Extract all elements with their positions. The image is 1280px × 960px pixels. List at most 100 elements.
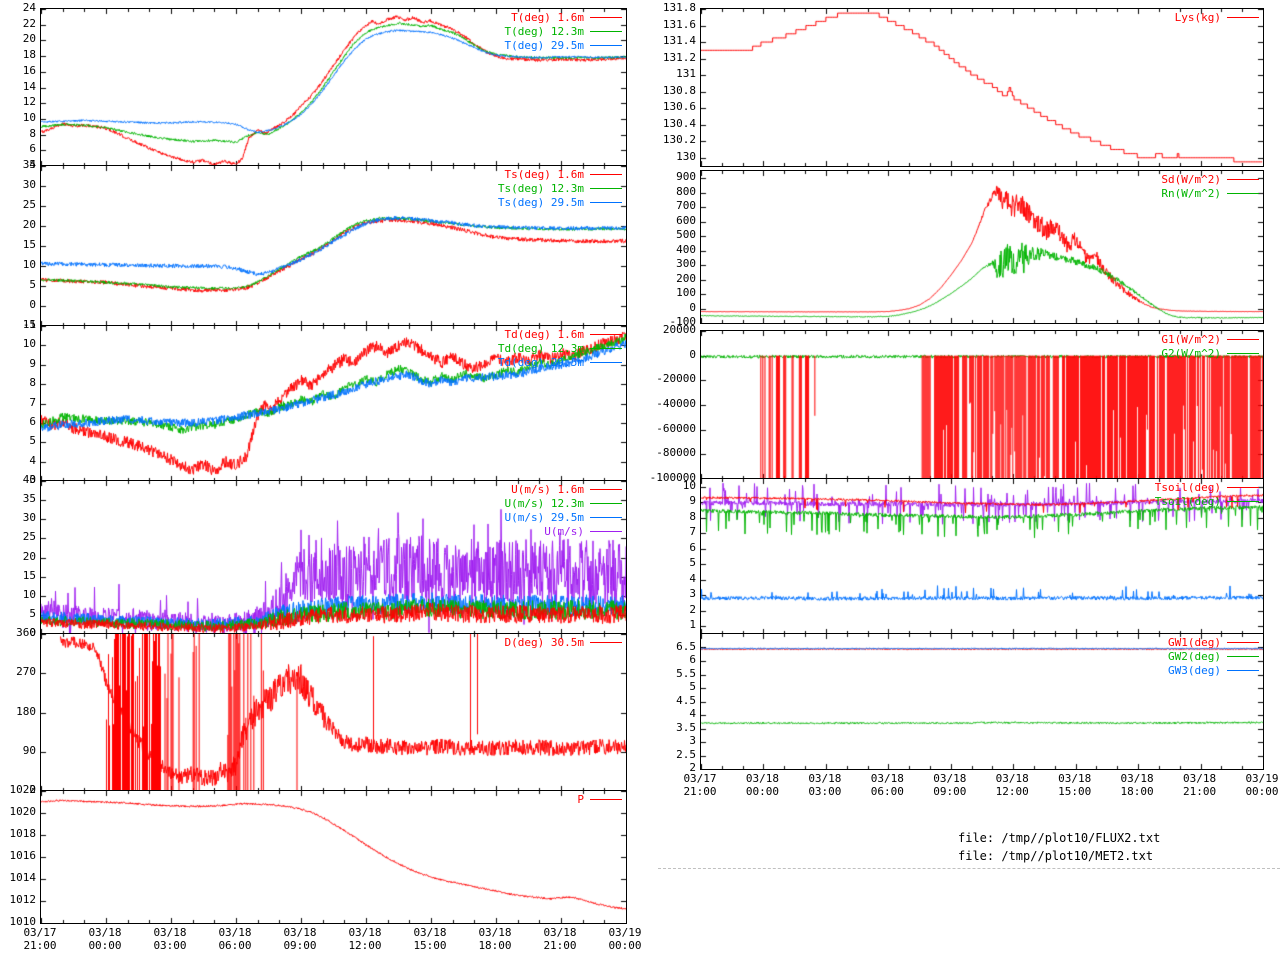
legend-soil-heat-flux: G1(W/m^2) G2(W/m^2) [1161, 332, 1259, 360]
y-tick-label: 5 [29, 606, 36, 620]
legend-line-sample [590, 173, 622, 175]
chart-canvas-radiation [701, 171, 1263, 323]
legend-line-sample [590, 187, 622, 189]
y-tick-label: 30 [22, 178, 36, 191]
legend-item: U(m/s) 29.5m [505, 510, 622, 524]
chart-canvas-wind-speed [41, 481, 626, 634]
y-tick-label: 15 [22, 568, 36, 582]
y-tick-label: 0 [689, 347, 696, 361]
legend-line-sample [590, 44, 622, 46]
legend-item: Rn(W/m^2) [1161, 186, 1259, 200]
y-tick-label: 1022 [9, 783, 37, 796]
y-tick-label: 22 [22, 16, 36, 30]
y-tick-label: 5 [689, 556, 696, 570]
y-tick-label: 700 [676, 199, 696, 213]
legend-item: U(m/s) 12.3m [505, 496, 622, 510]
y-tick-label: 4 [29, 158, 36, 171]
y-tick-label: -20000 [656, 372, 696, 386]
y-tick-label: 900 [676, 170, 696, 184]
y-tick-label: 0 [689, 300, 696, 314]
legend-label: U(m/s) 29.5m [504, 510, 584, 524]
y-tick-label: 6.5 [676, 639, 696, 653]
legend-air-temperature: T(deg) 1.6m T(deg) 12.3m T(deg) 29.5m [505, 10, 622, 52]
y-tick-label: 1018 [9, 827, 37, 840]
file-label-flux: file: /tmp//plot10/FLUX2.txt [958, 831, 1161, 845]
panel-soil-heat-flux: G1(W/m^2) G2(W/m^2) [700, 330, 1264, 480]
y-tick-label: 5.5 [676, 666, 696, 680]
y-tick-label: 0 [29, 783, 36, 796]
legend-label: Sd(W/m^2) [1161, 172, 1221, 186]
x-tick-label: 03/18 18:00 [478, 926, 512, 952]
y-tick-label: 1 [689, 618, 696, 632]
legend-line-sample [1227, 16, 1259, 18]
x-tick-label: 03/18 09:00 [283, 926, 317, 952]
y-tick-label: 500 [676, 228, 696, 242]
x-tick-label: 03/18 03:00 [153, 926, 187, 952]
legend-label: P [577, 792, 584, 806]
y-tick-label: 180 [16, 704, 36, 718]
y-tick-label: 16 [22, 63, 36, 77]
y-tick-label: 30 [22, 511, 36, 525]
legend-item: T(deg) 1.6m [505, 10, 622, 24]
legend-label: G2(W/m^2) [1161, 346, 1221, 360]
legend-item: U(m/s) 1.6m [505, 482, 622, 496]
file-label-met: file: /tmp//plot10/MET2.txt [958, 849, 1154, 863]
y-tick-label: 131 [676, 67, 696, 81]
legend-label: T(deg) 29.5m [504, 38, 584, 52]
y-tick-label: 11 [22, 318, 36, 331]
legend-label: Td(deg) 29.5m [497, 355, 584, 369]
y-tick-label: 130.4 [662, 116, 696, 130]
x-tick-label: 03/18 03:00 [808, 772, 842, 798]
legend-item: Ts(deg) 29.5m [498, 195, 622, 209]
legend-dew-point: Td(deg) 1.6m Td(deg) 12.3m Td(deg) 29.5m [498, 327, 622, 369]
legend-item: D(deg) 30.5m [505, 635, 622, 649]
legend-wind-speed: U(m/s) 1.6m U(m/s) 12.3m U(m/s) 29.5m U(m/s… [505, 482, 622, 538]
y-tick-label: 7 [689, 525, 696, 539]
panel-dew-point: Td(deg) 1.6m Td(deg) 12.3m Td(deg) 29.5m [40, 325, 627, 482]
legend-line-sample [1227, 641, 1259, 643]
panel-wind-speed: U(m/s) 1.6m U(m/s) 12.3m U(m/s) 29.5m U(m/s… [40, 480, 627, 635]
y-tick-label: 18 [22, 48, 36, 62]
y-tick-label: 130 [676, 149, 696, 163]
x-tick-label: 03/18 00:00 [88, 926, 122, 952]
y-tick-label: 6 [29, 142, 36, 156]
y-tick-label: 130.8 [662, 83, 696, 97]
chart-canvas-soil-heat-flux [701, 331, 1263, 479]
y-tick-label: 3.5 [676, 720, 696, 734]
y-tick-label: 8 [689, 509, 696, 523]
y-tick-label: 600 [676, 213, 696, 227]
y-tick-label: 40 [22, 473, 36, 486]
y-tick-label: 2 [689, 761, 696, 774]
y-tick-label: 25 [22, 530, 36, 544]
legend-line-sample [590, 502, 622, 504]
legend-line-sample [590, 798, 622, 800]
y-tick-label: 5 [689, 680, 696, 693]
y-tick-label: 130.6 [662, 100, 696, 114]
chart-canvas-pressure [41, 791, 626, 923]
legend-item: G2(W/m^2) [1161, 346, 1259, 360]
y-tick-label: 4 [29, 453, 36, 467]
legend-line-sample [1227, 500, 1259, 502]
legend-line-sample [1227, 178, 1259, 180]
legend-item: Lys(kg) [1175, 10, 1259, 24]
y-tick-label: 6 [29, 414, 36, 428]
y-tick-label: 9 [29, 356, 36, 370]
y-tick-label: 2 [689, 602, 696, 616]
legend-line-sample [590, 333, 622, 335]
y-tick-label: 14 [22, 79, 36, 93]
legend-line-sample [590, 641, 622, 643]
y-tick-label: 0 [29, 298, 36, 311]
chart-canvas-surface-temperature [41, 166, 626, 326]
legend-line-sample [590, 488, 622, 490]
y-tick-label: -5 [22, 318, 36, 331]
legend-label: T(deg) 1.6m [511, 10, 584, 24]
legend-item: Tsoil(deg) [1155, 480, 1259, 494]
x-tick-label: 03/18 06:00 [870, 772, 904, 798]
x-tick-label: 03/18 15:00 [1058, 772, 1092, 798]
panel-pressure: P [40, 790, 627, 924]
y-tick-label: 8 [29, 376, 36, 390]
y-tick-label: 5 [29, 278, 36, 291]
y-tick-label: -40000 [656, 397, 696, 410]
y-tick-label: 400 [676, 242, 696, 256]
legend-item: Td(deg) 12.3m [498, 341, 622, 355]
